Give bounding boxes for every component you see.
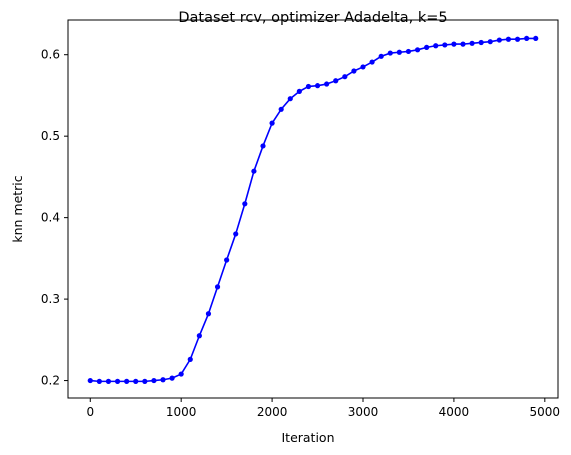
- data-point: [96, 378, 102, 384]
- data-point: [142, 378, 148, 384]
- data-point: [87, 377, 93, 384]
- x-tick-label: 1000: [166, 405, 197, 419]
- data-point: [478, 39, 484, 46]
- plot-area: [67, 19, 559, 399]
- data-point: [442, 42, 448, 48]
- y-tick-label: 0.4: [41, 211, 60, 225]
- data-point: [396, 49, 402, 55]
- data-point: [451, 41, 457, 47]
- data-point: [205, 311, 212, 317]
- data-point: [305, 83, 312, 90]
- x-tick-label: 2000: [257, 405, 288, 419]
- data-point: [514, 36, 521, 42]
- plot-series: [87, 35, 539, 384]
- data-point: [224, 257, 230, 263]
- data-point: [487, 39, 493, 45]
- x-axis-label: Iteration: [281, 430, 334, 445]
- x-axis: 0 1000 2000 3000 4000 5000: [86, 398, 560, 419]
- data-point: [214, 284, 221, 290]
- data-point: [114, 378, 121, 384]
- y-tick-label: 0.5: [41, 129, 60, 143]
- data-point: [314, 83, 321, 89]
- data-point: [533, 35, 539, 42]
- data-point: [151, 377, 157, 384]
- chart-title: Dataset rcv, optimizer Adadelta, k=5: [178, 10, 447, 26]
- y-axis: 0.2 0.3 0.4 0.5 0.6: [41, 48, 68, 388]
- y-tick-label: 0.2: [41, 374, 60, 388]
- data-point: [324, 81, 330, 87]
- y-tick-label: 0.6: [41, 48, 60, 62]
- data-point: [133, 378, 139, 384]
- x-tick-label: 4000: [439, 405, 470, 419]
- data-point: [496, 37, 502, 43]
- data-point: [351, 68, 357, 74]
- data-point: [105, 378, 112, 384]
- data-point: [405, 48, 412, 55]
- x-tick-label: 3000: [348, 405, 379, 419]
- data-point: [196, 333, 202, 339]
- data-point: [251, 168, 257, 174]
- data-point: [233, 231, 239, 237]
- data-point: [333, 78, 339, 84]
- data-point: [469, 40, 475, 46]
- data-point: [387, 50, 393, 56]
- data-point: [124, 378, 130, 384]
- data-point: [378, 53, 384, 59]
- data-point: [169, 375, 175, 381]
- data-point: [160, 377, 166, 383]
- data-point: [269, 120, 275, 126]
- data-point: [342, 74, 348, 80]
- y-tick-label: 0.3: [41, 292, 60, 306]
- data-point: [242, 201, 248, 207]
- data-point: [260, 143, 266, 149]
- data-point: [369, 59, 375, 65]
- data-point: [178, 371, 184, 377]
- y-axis-label: knn metric: [10, 175, 25, 242]
- data-point: [505, 36, 512, 42]
- data-point: [460, 41, 466, 47]
- data-point: [424, 44, 430, 50]
- x-tick-label: 0: [86, 405, 94, 419]
- data-point: [524, 35, 530, 42]
- data-point: [296, 88, 302, 94]
- data-point: [433, 43, 439, 49]
- data-point: [360, 64, 366, 70]
- data-point: [414, 47, 421, 53]
- data-point: [287, 96, 293, 102]
- data-point: [278, 106, 284, 112]
- x-tick-label: 5000: [530, 405, 561, 419]
- data-point: [187, 356, 193, 362]
